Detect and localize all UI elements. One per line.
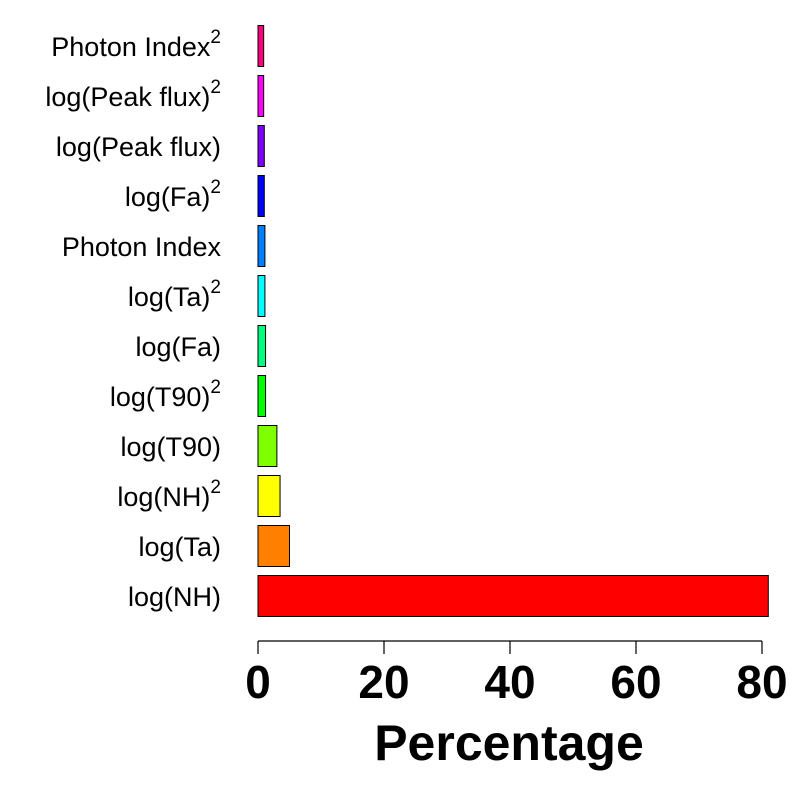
category-label-0: log(NH)	[128, 582, 221, 612]
category-label-text: log(Fa)	[135, 332, 221, 362]
category-label-11: Photon Index2	[51, 27, 221, 62]
category-label-text: log(Peak flux)	[45, 82, 210, 112]
category-label-2: log(NH)2	[117, 477, 221, 512]
category-label-7: Photon Index	[62, 232, 222, 262]
bar-5	[257, 325, 267, 367]
category-label-text: log(Peak flux)	[56, 132, 221, 162]
category-label-text: log(Fa)	[125, 182, 211, 212]
category-label-superscript: 2	[210, 277, 221, 298]
category-label-6: log(Ta)2	[128, 277, 221, 312]
category-label-superscript: 2	[210, 77, 221, 98]
category-label-text: log(NH)	[128, 582, 221, 612]
category-label-text: Photon Index	[62, 232, 222, 262]
category-label-text: log(T90)	[110, 382, 211, 412]
bar-7	[257, 225, 266, 267]
category-label-text: log(Ta)	[138, 532, 221, 562]
category-label-3: log(T90)	[120, 432, 221, 462]
bar-6	[257, 275, 266, 317]
category-label-5: log(Fa)	[135, 332, 221, 362]
category-labels-group: log(NH)log(Ta)log(NH)2log(T90)log(T90)2l…	[45, 27, 221, 612]
x-axis: 0 20 40 60 80	[245, 640, 788, 708]
category-label-10: log(Peak flux)2	[45, 77, 221, 112]
category-label-text: log(Ta)	[128, 282, 211, 312]
category-label-8: log(Fa)2	[125, 177, 221, 212]
category-label-text: Photon Index	[51, 32, 211, 62]
bar-1	[257, 525, 290, 567]
category-label-text: log(T90)	[120, 432, 221, 462]
category-label-superscript: 2	[210, 27, 221, 48]
x-tick-label-4: 80	[736, 656, 787, 708]
category-label-superscript: 2	[210, 377, 221, 398]
category-label-superscript: 2	[210, 177, 221, 198]
category-label-superscript: 2	[210, 477, 221, 498]
bar-8	[257, 175, 265, 217]
category-label-9: log(Peak flux)	[56, 132, 221, 162]
bar-10	[257, 75, 265, 117]
x-axis-title: Percentage	[374, 715, 644, 771]
x-tick-label-0: 0	[245, 656, 271, 708]
bar-0	[257, 575, 769, 617]
category-label-1: log(Ta)	[138, 532, 221, 562]
bar-4	[257, 375, 267, 417]
category-label-text: log(NH)	[117, 482, 210, 512]
bars-group	[257, 25, 769, 617]
bar-3	[257, 425, 278, 467]
bar-11	[257, 25, 265, 67]
x-tick-label-2: 40	[484, 656, 535, 708]
x-tick-label-1: 20	[358, 656, 409, 708]
category-label-4: log(T90)2	[110, 377, 221, 412]
bar-9	[257, 125, 265, 167]
x-tick-label-3: 60	[610, 656, 661, 708]
bar-2	[257, 475, 281, 517]
